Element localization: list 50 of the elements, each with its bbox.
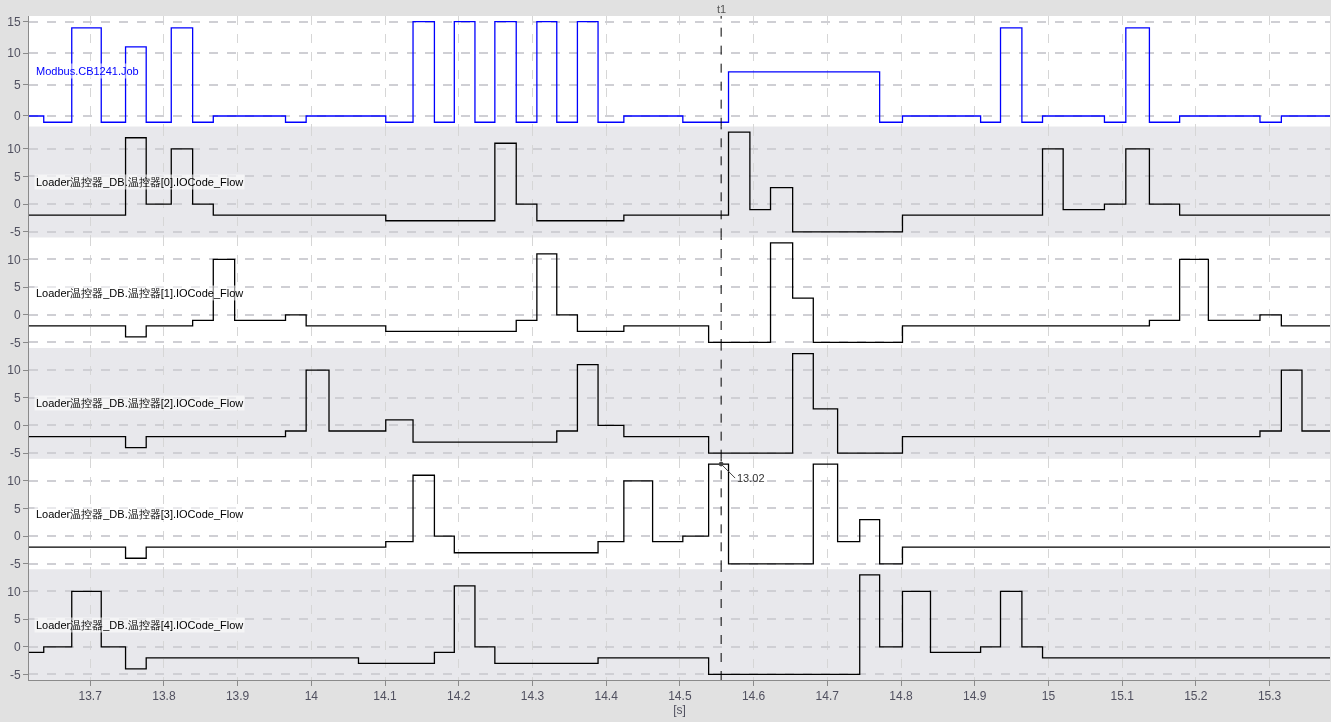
y-tick-label: -5 bbox=[9, 446, 21, 461]
y-tick-label: 0 bbox=[13, 529, 21, 544]
y-tick-label: 5 bbox=[13, 280, 21, 295]
x-tick-label: 14.6 bbox=[741, 689, 766, 704]
x-tick-label: 15.3 bbox=[1257, 689, 1282, 704]
y-tick-label: 15 bbox=[7, 14, 21, 29]
y-tick-label: 5 bbox=[13, 77, 21, 92]
x-tick-label: 14.1 bbox=[373, 689, 398, 704]
x-tick-label: 14.5 bbox=[668, 689, 692, 704]
y-tick-label: -5 bbox=[9, 225, 21, 239]
y-tick-label: -5 bbox=[9, 557, 21, 571]
x-tick-label: 13.7 bbox=[78, 689, 103, 704]
ref-line-label: t1 bbox=[717, 3, 727, 15]
y-tick-label: -5 bbox=[9, 335, 21, 350]
y-tick-label: 0 bbox=[13, 640, 21, 654]
x-tick-label: 15.2 bbox=[1184, 689, 1208, 704]
y-tick-label: 0 bbox=[13, 197, 21, 212]
text: Loader温控器_DB.温控器[2].IOCode_Flow bbox=[36, 397, 244, 409]
x-tick-label: 14.4 bbox=[594, 689, 619, 704]
y-tick-label: 10 bbox=[7, 46, 21, 61]
series-label: Modbus.CB1241.Job bbox=[36, 65, 139, 77]
x-tick-label: 14 bbox=[304, 689, 319, 704]
series-label: Loader温控器_DB.温控器[0].IOCode_Flow bbox=[36, 176, 244, 188]
x-tick-label: 13.8 bbox=[152, 689, 176, 704]
y-tick-label: 10 bbox=[7, 363, 21, 378]
y-tick-label: 5 bbox=[13, 501, 21, 516]
x-tick-label: 14.8 bbox=[889, 689, 913, 704]
series-label: Loader温控器_DB.温控器[4].IOCode_Flow bbox=[36, 619, 244, 631]
y-tick-label: 10 bbox=[7, 584, 21, 599]
x-tick-label: 14.3 bbox=[520, 689, 545, 704]
x-axis-title: [s] bbox=[673, 703, 686, 718]
x-tick-label: 13.9 bbox=[225, 689, 250, 704]
x-tick-label: 14.7 bbox=[815, 689, 840, 704]
x-tick-label: 15.1 bbox=[1110, 689, 1135, 704]
y-tick-label: 0 bbox=[13, 109, 21, 124]
y-tick-label: 10 bbox=[7, 474, 21, 488]
y-tick-label: -5 bbox=[9, 667, 21, 682]
text: Loader温控器_DB.温控器[3].IOCode_Flow bbox=[36, 508, 244, 520]
series-label: Loader温控器_DB.温控器[1].IOCode_Flow bbox=[36, 287, 244, 299]
y-tick-label: 0 bbox=[13, 308, 21, 322]
y-tick-label: 5 bbox=[13, 391, 21, 405]
x-tick-label: 14.9 bbox=[963, 689, 987, 704]
annotation: 13.02 bbox=[737, 472, 765, 484]
x-tick-label: 15 bbox=[1041, 689, 1056, 704]
y-tick-label: 5 bbox=[13, 169, 21, 184]
y-tick-label: 10 bbox=[7, 252, 21, 267]
x-tick-label: 14.2 bbox=[447, 689, 471, 704]
y-tick-label: 0 bbox=[13, 418, 21, 433]
y-tick-label: 10 bbox=[7, 142, 21, 156]
y-tick-label: 5 bbox=[13, 612, 21, 627]
